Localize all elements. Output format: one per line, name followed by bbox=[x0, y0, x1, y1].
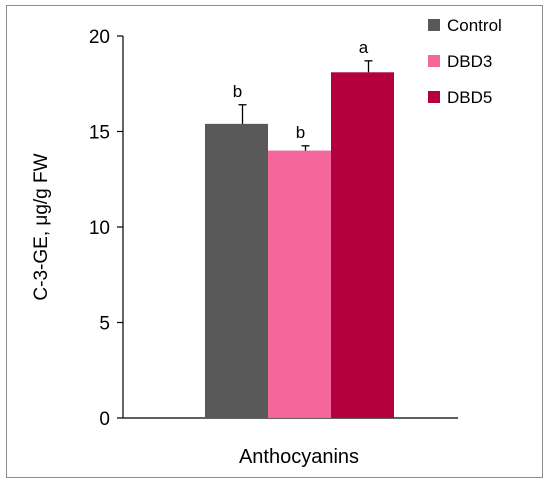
y-tick-label: 10 bbox=[89, 218, 110, 239]
y-tick-label: 5 bbox=[99, 314, 110, 335]
bar-control bbox=[205, 123, 268, 419]
legend-label-control: Control bbox=[447, 16, 502, 35]
y-axis-label: C-3-GE, μg/g FW bbox=[31, 153, 52, 300]
significance-label: a bbox=[359, 38, 369, 57]
legend-label-dbd5: DBD5 bbox=[447, 88, 492, 107]
bars: b b a bbox=[205, 38, 394, 419]
legend: Control DBD3 DBD5 bbox=[428, 16, 502, 107]
x-category-label: Anthocyanins bbox=[239, 446, 359, 468]
significance-label: b bbox=[296, 123, 305, 142]
legend-swatch-dbd5 bbox=[428, 91, 440, 103]
significance-label: b bbox=[233, 82, 242, 101]
y-tick-label: 0 bbox=[99, 409, 110, 430]
y-tick-label: 15 bbox=[89, 123, 110, 144]
legend-label-dbd3: DBD3 bbox=[447, 52, 492, 71]
y-ticks: 0 5 10 15 20 bbox=[89, 27, 123, 430]
bar-dbd5 bbox=[331, 72, 394, 418]
legend-swatch-dbd3 bbox=[428, 55, 440, 67]
bar-dbd3 bbox=[268, 150, 331, 418]
y-tick-label: 20 bbox=[89, 27, 110, 48]
legend-swatch-control bbox=[428, 19, 440, 31]
